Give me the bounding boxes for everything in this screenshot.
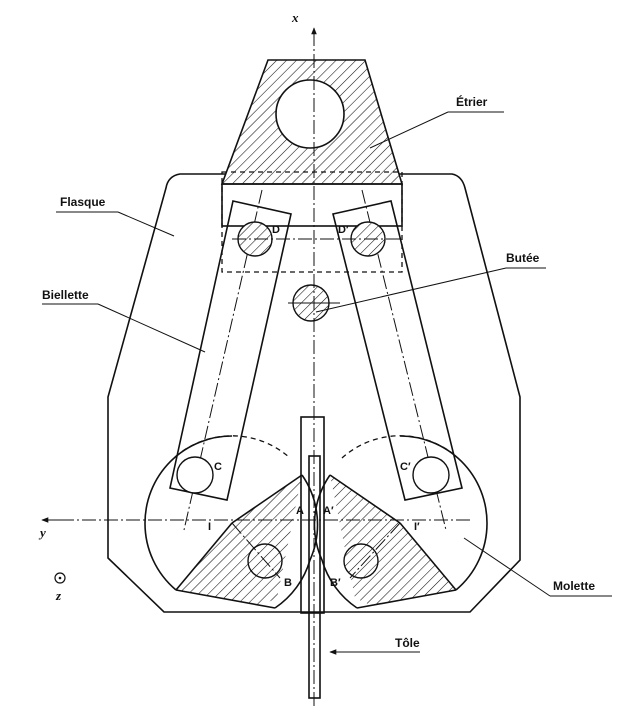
etrier-dashed-outline [221, 171, 403, 273]
label-molette: Molette [553, 579, 595, 593]
point-D-prime: D′ [338, 224, 349, 236]
flasque-plate [107, 173, 521, 613]
label-etrier: Étrier [456, 94, 488, 109]
label-biellette: Biellette [42, 288, 89, 302]
label-butee: Butée [506, 251, 540, 265]
pin-C [176, 456, 214, 494]
guide-plate [300, 416, 325, 614]
y-axis-label: y [38, 525, 46, 540]
point-C-prime: C′ [400, 461, 411, 473]
pin-C-prime [412, 456, 450, 494]
etrier-hole [275, 79, 345, 149]
point-A: A [296, 505, 304, 517]
z-axis-symbol [54, 572, 66, 584]
label-tole: Tôle [395, 636, 420, 650]
x-axis-label: x [291, 10, 299, 25]
molette-left [144, 435, 319, 610]
point-B-prime: B′ [330, 577, 341, 589]
pin-B-prime [343, 543, 379, 579]
point-B: B [284, 577, 292, 589]
point-I: I [208, 521, 211, 533]
point-D: D [272, 224, 280, 236]
label-flasque: Flasque [60, 195, 106, 209]
point-I-prime: I′ [414, 521, 420, 533]
point-C: C [214, 461, 222, 473]
point-A-prime: A′ [323, 505, 334, 517]
z-axis-label: z [55, 588, 62, 603]
